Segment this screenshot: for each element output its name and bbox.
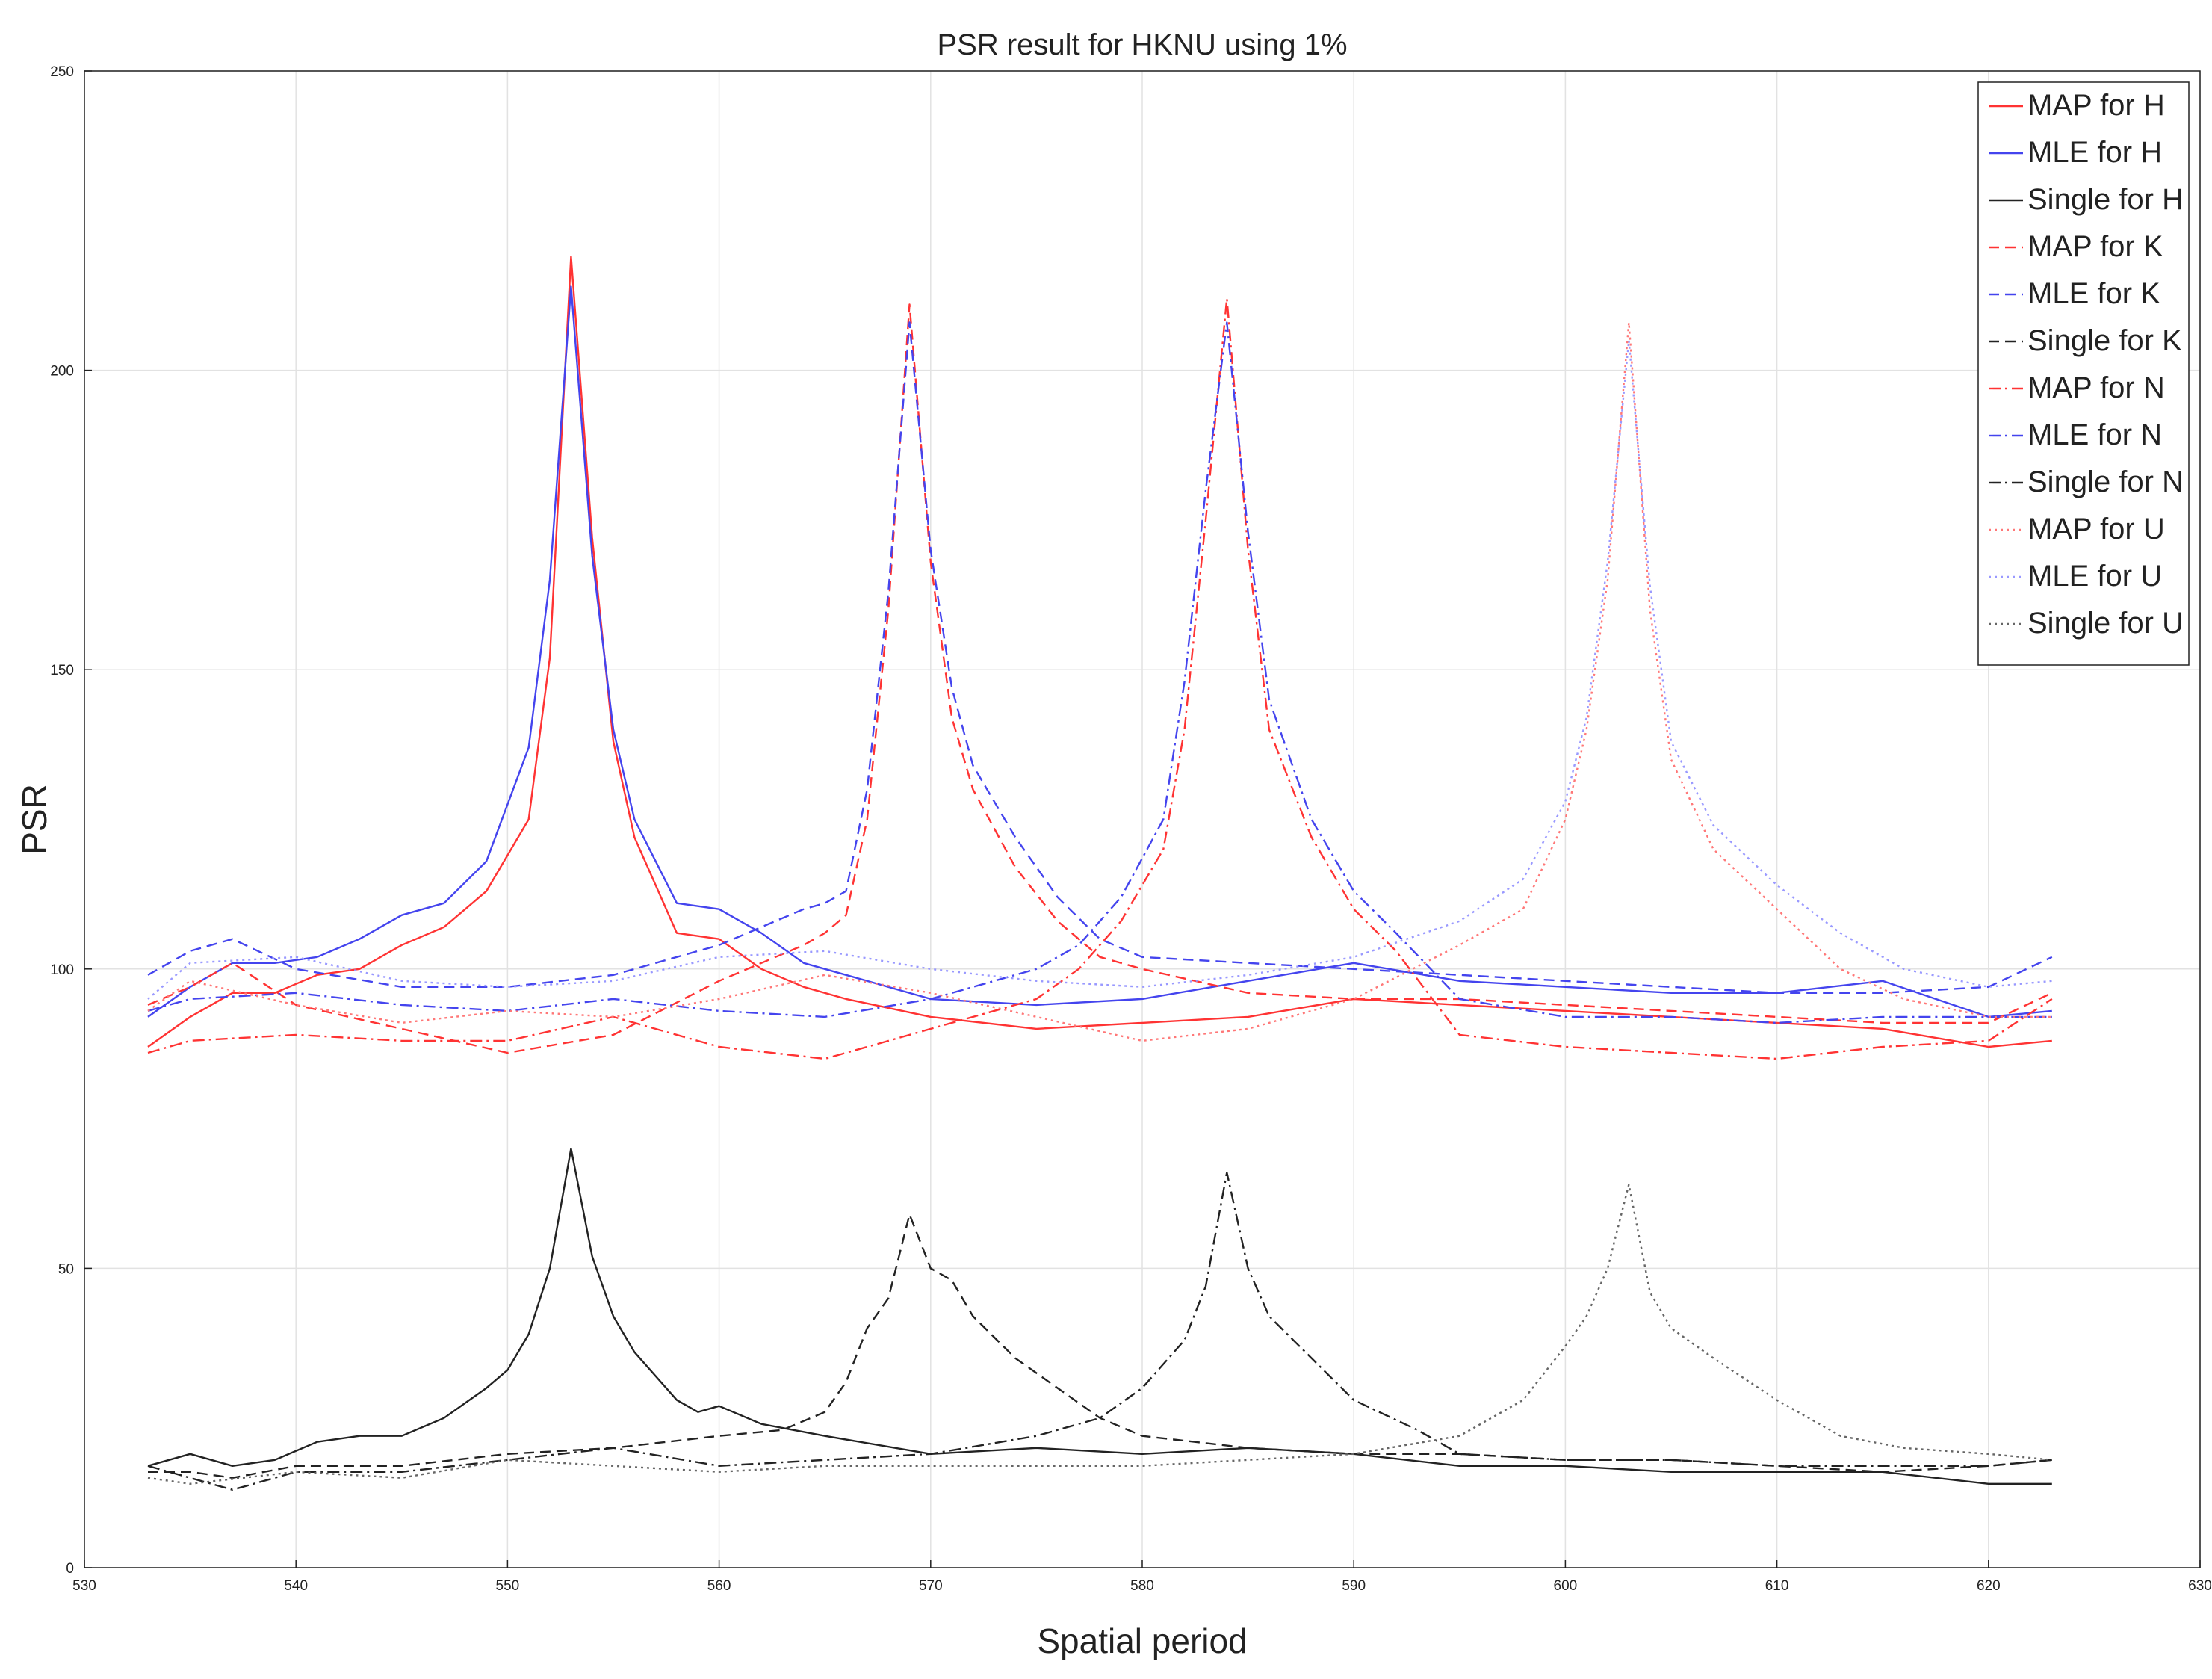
legend-label-single-u: Single for U — [2027, 607, 2184, 640]
series-line-single-h — [147, 1147, 2052, 1485]
legend-label-map-u: MAP for U — [2027, 513, 2165, 545]
legend-label-single-n: Single for N — [2027, 466, 2184, 498]
x-tick-label: 620 — [1977, 1578, 2001, 1594]
x-tick-label: 570 — [919, 1578, 943, 1594]
y-tick-label: 0 — [66, 1561, 74, 1577]
series-lines — [147, 256, 2053, 1491]
axis-ticks: 530 540 550 560 570 580 590 600 610 620 630 0 50 100 1… — [50, 64, 2212, 1594]
x-axis-title: Spatial period — [1037, 1621, 1247, 1660]
y-tick-label: 200 — [50, 364, 74, 380]
legend-label-single-h: Single for H — [2027, 183, 2184, 216]
series-line-mle-k — [147, 321, 2053, 995]
x-tick-label: 550 — [496, 1578, 520, 1594]
x-tick-label: 590 — [1342, 1578, 1366, 1594]
series-line-map-h — [147, 256, 2052, 1048]
x-tick-label: 530 — [72, 1578, 96, 1594]
series-line-mle-h — [147, 285, 2052, 1018]
series-line-map-k — [147, 303, 2053, 1054]
y-tick-label: 50 — [58, 1261, 74, 1277]
y-tick-label: 100 — [50, 962, 74, 978]
legend-label-map-h: MAP for H — [2027, 89, 2165, 122]
x-tick-label: 630 — [2188, 1578, 2212, 1594]
series-line-single-n — [147, 1171, 2052, 1491]
x-tick-label: 560 — [707, 1578, 731, 1594]
legend-label-mle-k: MLE for K — [2027, 277, 2160, 310]
series-line-map-u — [147, 321, 2052, 1042]
y-tick-label: 250 — [50, 64, 74, 80]
y-axis-title: PSR — [15, 784, 54, 855]
series-line-single-k — [148, 1213, 2052, 1479]
x-tick-label: 580 — [1130, 1578, 1154, 1594]
legend-label-mle-h: MLE for H — [2027, 136, 2162, 169]
x-tick-label: 540 — [284, 1578, 308, 1594]
legend-label-mle-n: MLE for N — [2027, 418, 2162, 451]
legend-label-mle-u: MLE for U — [2027, 560, 2162, 593]
series-line-mle-n — [147, 321, 2052, 1024]
x-tick-label: 600 — [1554, 1578, 1578, 1594]
y-tick-label: 150 — [50, 663, 74, 678]
legend-box — [1977, 81, 2190, 666]
series-line-single-u — [147, 1183, 2052, 1485]
x-tick-label: 610 — [1765, 1578, 1789, 1594]
legend-label-map-n: MAP for N — [2027, 371, 2165, 404]
chart-title: PSR result for HKNU using 1% — [937, 28, 1347, 61]
legend-label-single-k: Single for K — [2027, 324, 2182, 357]
legend-label-map-k: MAP for K — [2027, 230, 2163, 263]
legend: MAP for H MLE for H Single for H MAP for K M… — [1977, 81, 2190, 666]
